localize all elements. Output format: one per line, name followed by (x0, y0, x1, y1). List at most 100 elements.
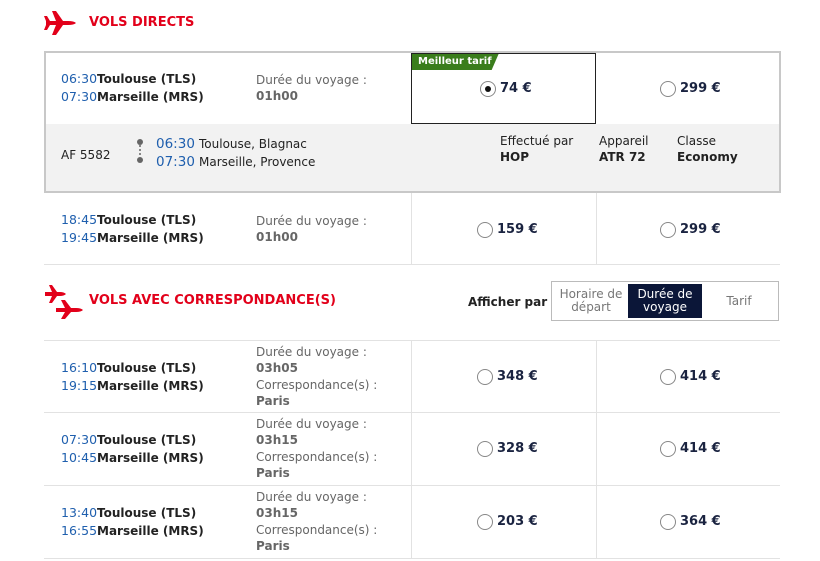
duration: 03h15 (256, 506, 298, 520)
connection-label: Correspondance(s) : (256, 378, 378, 392)
fare-price[interactable]: 159 € (497, 222, 538, 237)
column-separator (411, 485, 412, 558)
selected-flight-box (44, 51, 781, 193)
row-divider (44, 340, 780, 341)
fare-price[interactable]: 299 € (680, 222, 721, 237)
column-separator (411, 412, 412, 485)
departure-city: Toulouse (TLS) (97, 506, 197, 520)
radio-dot (485, 86, 491, 92)
fare-radio[interactable] (660, 81, 676, 97)
departure-city: Toulouse (TLS) (97, 361, 197, 375)
fare-price[interactable]: 328 € (497, 441, 538, 456)
detail-arrival-airport: Marseille, Provence (199, 155, 316, 169)
timeline-dot (137, 139, 143, 145)
fare-price[interactable]: 299 € (680, 81, 721, 96)
sort-option[interactable]: Tarif (702, 284, 776, 318)
sort-label: Afficher par : (468, 295, 557, 309)
connection-plane-icon (45, 285, 83, 319)
duration-label: Durée du voyage : (256, 214, 367, 228)
class-label: Classe (677, 134, 716, 148)
row-divider (44, 485, 780, 486)
operator: HOP (500, 150, 530, 164)
sort-toggle: Horaire de départ Durée de voyage Tarif (551, 281, 779, 321)
operator-label: Effectué par (500, 134, 574, 148)
fare-price[interactable]: 414 € (680, 441, 721, 456)
fare-radio[interactable] (477, 222, 493, 238)
departure-time: 06:30 (61, 71, 98, 86)
plane-icon (44, 11, 76, 35)
duration: 01h00 (256, 230, 298, 244)
departure-time: 13:40 (61, 505, 98, 520)
arrival-city: Marseille (MRS) (97, 524, 204, 538)
arrival-time: 10:45 (61, 450, 98, 465)
fare-radio[interactable] (660, 369, 676, 385)
duration: 03h05 (256, 361, 298, 375)
section-title: VOLS DIRECTS (89, 15, 195, 30)
column-separator (596, 340, 597, 412)
timeline-line (139, 145, 141, 157)
fare-price[interactable]: 74 € (500, 81, 532, 96)
duration-label: Durée du voyage : (256, 417, 367, 431)
sort-option[interactable]: Durée de voyage (628, 284, 702, 318)
fare-price[interactable]: 364 € (680, 514, 721, 529)
arrival-time: 19:45 (61, 230, 98, 245)
timeline-dot (137, 157, 143, 163)
aircraft-label: Appareil (599, 134, 649, 148)
row-divider (44, 558, 780, 559)
duration: 01h00 (256, 89, 298, 103)
arrival-city: Marseille (MRS) (97, 90, 204, 104)
fare-radio[interactable] (660, 441, 676, 457)
fare-radio[interactable] (477, 441, 493, 457)
detail-departure-time: 06:30 (156, 136, 195, 152)
connection-city: Paris (256, 394, 290, 408)
fare-radio[interactable] (660, 514, 676, 530)
connection-city: Paris (256, 539, 290, 553)
section-title: VOLS AVEC CORRESPONDANCE(S) (89, 293, 336, 308)
connection-label: Correspondance(s) : (256, 450, 378, 464)
row-divider (44, 412, 780, 413)
departure-city: Toulouse (TLS) (97, 72, 197, 86)
duration-label: Durée du voyage : (256, 490, 367, 504)
flight-number: AF 5582 (61, 148, 111, 162)
column-separator (596, 412, 597, 485)
duration-label: Durée du voyage : (256, 73, 367, 87)
arrival-city: Marseille (MRS) (97, 379, 204, 393)
arrival-time: 19:15 (61, 378, 98, 393)
column-separator (596, 485, 597, 558)
duration: 03h15 (256, 433, 298, 447)
arrival-city: Marseille (MRS) (97, 231, 204, 245)
fare-price[interactable]: 348 € (497, 369, 538, 384)
connection-label: Correspondance(s) : (256, 523, 378, 537)
column-separator (411, 340, 412, 412)
fare-price[interactable]: 203 € (497, 514, 538, 529)
column-separator (596, 193, 597, 265)
detail-departure-airport: Toulouse, Blagnac (199, 137, 307, 151)
sort-option[interactable]: Horaire de départ (554, 284, 628, 318)
departure-time: 07:30 (61, 432, 98, 447)
aircraft: ATR 72 (599, 150, 646, 164)
departure-city: Toulouse (TLS) (97, 433, 197, 447)
fare-radio[interactable] (480, 81, 496, 97)
best-fare-badge: Meilleur tarif (412, 54, 499, 70)
fare-price[interactable]: 414 € (680, 369, 721, 384)
fare-radio[interactable] (477, 369, 493, 385)
class: Economy (677, 150, 738, 164)
departure-time: 18:45 (61, 212, 98, 227)
connection-city: Paris (256, 466, 290, 480)
arrival-time: 07:30 (61, 89, 98, 104)
arrival-time: 16:55 (61, 523, 98, 538)
duration-label: Durée du voyage : (256, 345, 367, 359)
fare-radio[interactable] (660, 222, 676, 238)
arrival-city: Marseille (MRS) (97, 451, 204, 465)
departure-city: Toulouse (TLS) (97, 213, 197, 227)
detail-arrival-time: 07:30 (156, 154, 195, 170)
column-separator (411, 193, 412, 265)
row-divider (44, 264, 780, 265)
fare-radio[interactable] (477, 514, 493, 530)
departure-time: 16:10 (61, 360, 98, 375)
selected-fare-cell: Meilleur tarif (411, 53, 596, 124)
details-panel (46, 124, 779, 191)
